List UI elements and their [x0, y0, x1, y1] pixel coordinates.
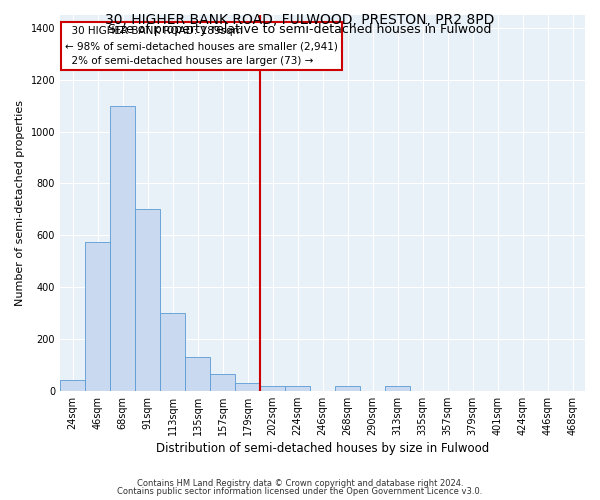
Bar — [85, 242, 110, 391]
Bar — [285, 386, 310, 391]
Bar — [235, 383, 260, 391]
Bar — [385, 386, 410, 391]
Bar — [110, 106, 135, 391]
Text: Size of property relative to semi-detached houses in Fulwood: Size of property relative to semi-detach… — [109, 22, 491, 36]
Y-axis label: Number of semi-detached properties: Number of semi-detached properties — [15, 100, 25, 306]
Bar — [60, 380, 85, 391]
Bar — [135, 210, 160, 391]
Bar — [185, 357, 210, 391]
Text: 30, HIGHER BANK ROAD, FULWOOD, PRESTON, PR2 8PD: 30, HIGHER BANK ROAD, FULWOOD, PRESTON, … — [106, 12, 494, 26]
Bar — [335, 386, 360, 391]
Bar — [160, 313, 185, 391]
Text: 30 HIGHER BANK ROAD: 189sqm  
← 98% of semi-detached houses are smaller (2,941)
: 30 HIGHER BANK ROAD: 189sqm ← 98% of sem… — [65, 26, 338, 66]
X-axis label: Distribution of semi-detached houses by size in Fulwood: Distribution of semi-detached houses by … — [156, 442, 489, 455]
Text: Contains HM Land Registry data © Crown copyright and database right 2024.: Contains HM Land Registry data © Crown c… — [137, 478, 463, 488]
Bar — [260, 386, 285, 391]
Bar — [210, 374, 235, 391]
Text: Contains public sector information licensed under the Open Government Licence v3: Contains public sector information licen… — [118, 487, 482, 496]
